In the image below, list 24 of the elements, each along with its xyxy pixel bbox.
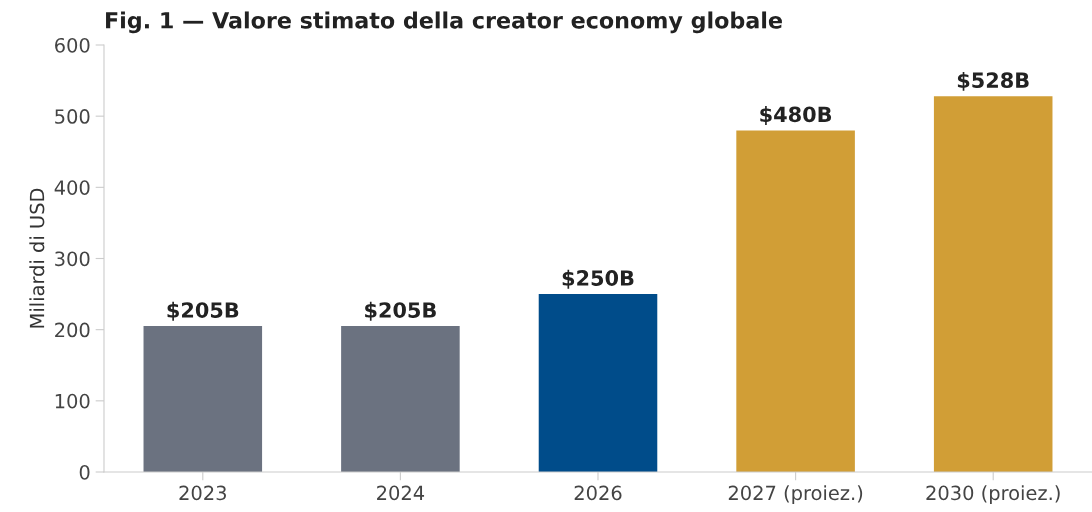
x-tick-label: 2023 <box>179 485 226 501</box>
bar <box>538 294 658 472</box>
bar <box>933 96 1053 472</box>
data-label: $528B <box>957 71 1029 91</box>
y-tick-label: 300 <box>55 251 90 267</box>
y-tick-label: 400 <box>54 180 90 195</box>
data-label: $205B <box>167 301 239 321</box>
chart-title: Fig. 1 — Valore stimato della creator economy globale <box>106 11 782 34</box>
y-tick-label: 100 <box>55 393 90 409</box>
x-tick-label: 2030 (proiez.) <box>926 485 1060 505</box>
y-axis-title: Miliardi di USD <box>29 188 45 328</box>
bar <box>736 130 855 472</box>
data-label: $205B <box>365 301 436 321</box>
y-tick-label: 0 <box>79 464 90 480</box>
data-label: $480B <box>760 106 832 125</box>
bar <box>341 326 460 472</box>
bar <box>143 326 263 472</box>
data-label: $250B <box>562 269 634 289</box>
y-tick-label: 200 <box>55 322 90 338</box>
x-tick-label: 2027 (proiez.) <box>728 485 863 505</box>
y-tick-label: 500 <box>55 109 90 124</box>
x-tick-label: 2026 <box>574 485 622 501</box>
y-tick-label: 600 <box>55 37 90 53</box>
x-tick-label: 2024 <box>377 485 425 501</box>
